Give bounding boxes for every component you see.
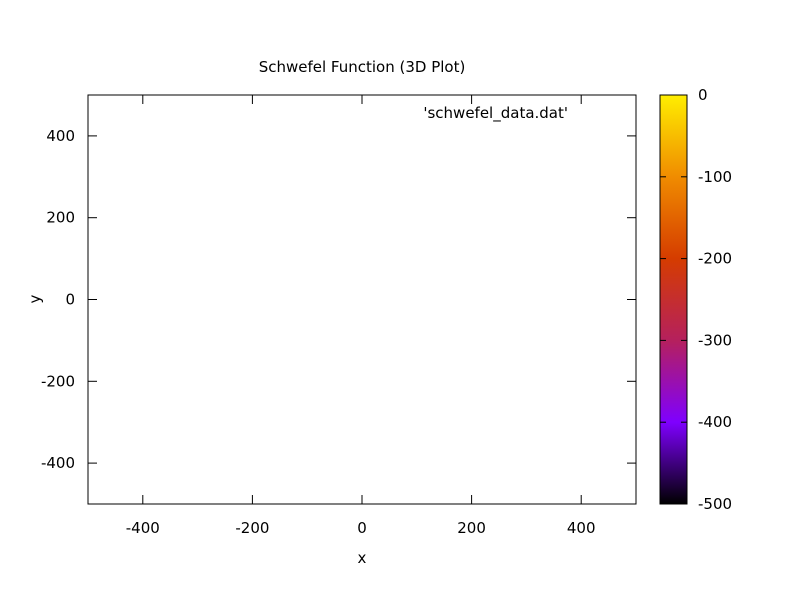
y-tick-label: 0 <box>65 291 75 309</box>
plot-frame <box>87 94 637 505</box>
legend-entry: 'schwefel_data.dat' <box>423 104 568 123</box>
x-axis-ticks: -400 -200 0 200 400 <box>126 95 596 537</box>
x-tick-label: -200 <box>235 519 269 537</box>
colorbar-tick-label: -500 <box>698 495 732 513</box>
colorbar-tick-label: -300 <box>698 331 732 349</box>
x-tick-label: 400 <box>567 519 596 537</box>
x-tick-label: -400 <box>126 519 160 537</box>
colorbar-tick-label: -100 <box>698 168 732 186</box>
y-tick-label: 200 <box>46 209 75 227</box>
chart-title: Schwefel Function (3D Plot) <box>259 58 466 76</box>
colorbar-tick-label: -400 <box>698 413 732 431</box>
x-tick-label: 0 <box>357 519 367 537</box>
y-axis-label: y <box>26 294 44 303</box>
y-tick-label: 400 <box>46 127 75 145</box>
x-tick-label: 200 <box>457 519 486 537</box>
colorbar-tick-label: 0 <box>698 86 708 104</box>
colorbar <box>659 94 688 505</box>
x-axis-label: x <box>358 549 367 567</box>
y-tick-label: -200 <box>41 372 75 390</box>
y-axis-ticks: -400 -200 0 200 400 <box>41 127 636 472</box>
colorbar-tick-label: -200 <box>698 250 732 268</box>
y-tick-label: -400 <box>41 454 75 472</box>
colorbar-ticks: 0 -100 -200 -300 -400 -500 <box>660 86 732 513</box>
